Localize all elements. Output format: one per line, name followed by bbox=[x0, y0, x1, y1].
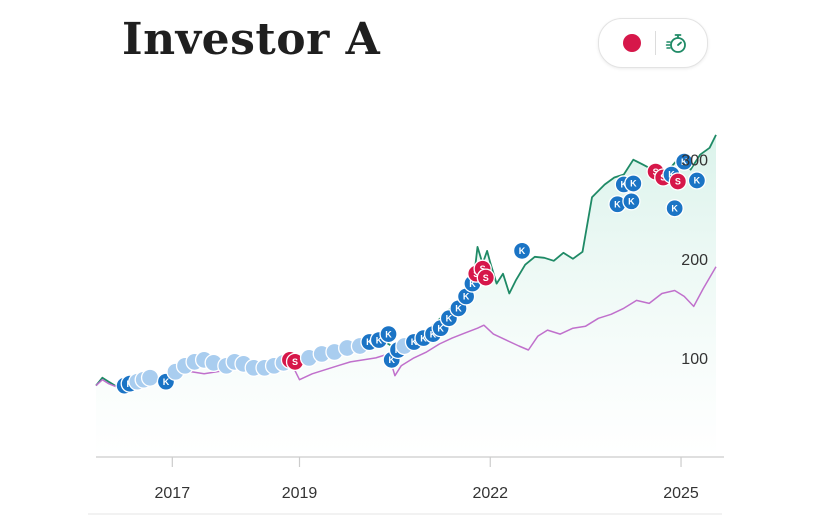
trade-marker-label: K bbox=[388, 355, 395, 365]
trade-marker-label: S bbox=[480, 264, 486, 274]
trade-marker-label: S bbox=[292, 357, 298, 367]
page-title: Investor A bbox=[122, 14, 381, 65]
trade-marker-label: K bbox=[446, 313, 453, 323]
trade-marker-dot[interactable] bbox=[379, 324, 398, 344]
trade-marker-label: K bbox=[437, 323, 444, 333]
trade-marker-label: K bbox=[519, 246, 526, 256]
trade-marker-buy[interactable]: K bbox=[379, 324, 398, 344]
trade-marker-label: K bbox=[163, 377, 170, 387]
x-tick-label: 2017 bbox=[155, 485, 191, 502]
trade-marker-dot[interactable] bbox=[675, 152, 694, 171]
trade-marker-label: K bbox=[630, 179, 637, 189]
trade-marker-label: K bbox=[628, 197, 635, 207]
trade-marker-dot[interactable] bbox=[624, 174, 643, 193]
trade-marker-dot[interactable] bbox=[668, 172, 687, 191]
trade-marker-label: K bbox=[430, 329, 437, 339]
trade-marker-dot[interactable] bbox=[687, 171, 707, 190]
trade-marker-buy[interactable]: K bbox=[665, 199, 684, 218]
trade-marker-label: K bbox=[694, 176, 701, 186]
trade-marker-buy[interactable]: K bbox=[624, 174, 643, 193]
trade-marker-label: K bbox=[455, 304, 462, 314]
y-tick-label: 200 bbox=[681, 252, 708, 269]
trade-marker-label: S bbox=[653, 167, 659, 177]
trade-marker-label: S bbox=[675, 177, 681, 187]
x-tick-label: 2025 bbox=[663, 485, 699, 502]
toggle-divider bbox=[655, 31, 656, 55]
red-dot-icon[interactable] bbox=[623, 34, 641, 52]
x-tick-label: 2019 bbox=[282, 485, 318, 502]
trade-marker-label: K bbox=[463, 292, 470, 302]
trade-marker-dot[interactable] bbox=[622, 192, 641, 211]
x-tick-label: 2022 bbox=[472, 485, 508, 502]
view-toggle[interactable] bbox=[598, 18, 708, 68]
trade-marker-label: K bbox=[671, 203, 678, 213]
trade-marker-dot[interactable] bbox=[140, 368, 160, 387]
trade-marker-label: S bbox=[483, 273, 489, 283]
trade-marker-dot[interactable] bbox=[665, 199, 684, 218]
trade-marker-label: K bbox=[420, 333, 427, 343]
stopwatch-icon[interactable] bbox=[665, 31, 689, 55]
trade-marker-dot[interactable] bbox=[512, 241, 532, 261]
trade-marker-label: K bbox=[376, 335, 383, 345]
trade-marker-buy[interactable]: K bbox=[675, 152, 694, 171]
trade-marker-buy_light[interactable] bbox=[140, 368, 160, 387]
trade-marker-label: K bbox=[621, 180, 628, 190]
y-tick-label: 100 bbox=[681, 351, 708, 368]
trade-marker-label: K bbox=[385, 329, 392, 339]
trade-marker-label: K bbox=[411, 337, 418, 347]
trade-marker-buy[interactable]: K bbox=[512, 241, 532, 261]
trade-marker-sell[interactable]: S bbox=[476, 268, 495, 287]
y-tick-label: 300 bbox=[681, 153, 708, 170]
trade-marker-dot[interactable] bbox=[476, 268, 495, 287]
trade-marker-buy[interactable]: K bbox=[622, 192, 641, 211]
trade-marker-label: K bbox=[366, 337, 373, 347]
trade-marker-label: K bbox=[469, 279, 476, 289]
trade-marker-buy[interactable]: K bbox=[687, 171, 707, 190]
trade-marker-sell[interactable]: S bbox=[668, 172, 687, 191]
trade-marker-label: K bbox=[681, 157, 688, 167]
trade-marker-label: K bbox=[614, 199, 621, 209]
